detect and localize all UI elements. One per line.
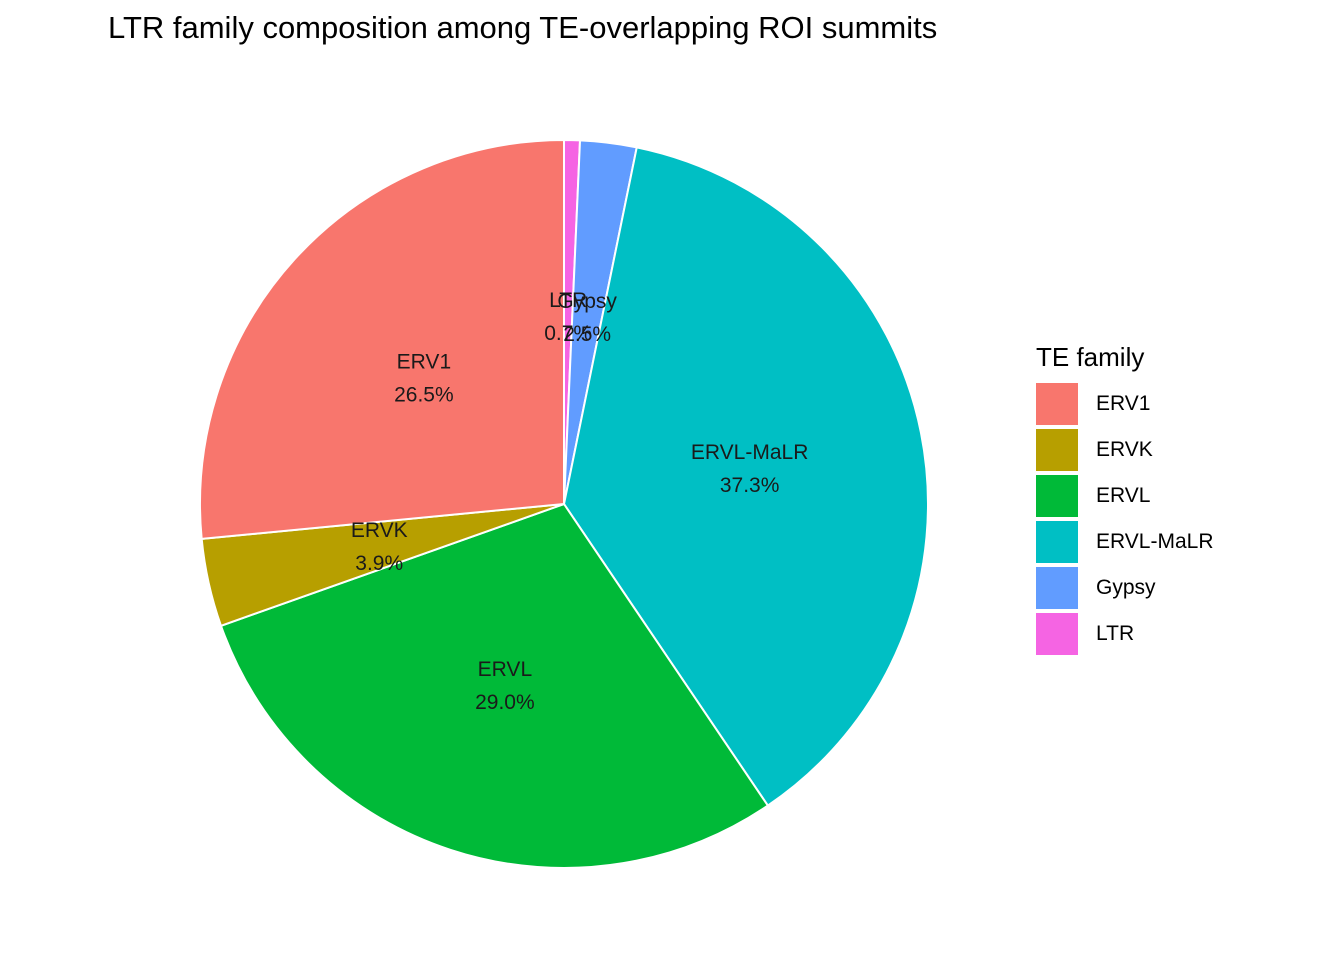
legend-swatch	[1036, 475, 1078, 517]
legend-swatch	[1036, 383, 1078, 425]
slice-label-name: Gypsy	[557, 290, 617, 313]
slice-label-ervk: ERVK 3.9%	[351, 519, 408, 575]
legend-items: ERV1 ERVK ERVL ERVL-MaLR Gypsy LTR	[1036, 381, 1214, 657]
legend-label: Gypsy	[1096, 576, 1156, 599]
pie-slice-ervl-malr	[562, 146, 929, 807]
slice-label-percent: 2.5%	[563, 323, 611, 346]
slice-label-ervl: ERVL 29.0%	[475, 658, 535, 714]
slice-label-percent: 29.0%	[475, 691, 535, 714]
legend-item-ervl-malr: ERVL-MaLR	[1036, 519, 1214, 565]
slice-label-name: ERVK	[351, 519, 408, 542]
slice-label-name: ERVL-MaLR	[691, 441, 809, 464]
slice-label-name: ERVL	[478, 658, 532, 681]
pie-labels: LTR 0.7%Gypsy 2.5%ERVL-MaLR 37.3%ERVL 29.0%E…	[351, 289, 809, 714]
legend-swatch	[1036, 429, 1078, 471]
slice-label-percent: 26.5%	[394, 384, 454, 407]
legend-title: TE family	[1036, 342, 1145, 372]
slice-label-name: ERV1	[397, 351, 451, 374]
legend-item-ervl: ERVL	[1036, 473, 1214, 519]
chart-title: LTR family composition among TE-overlapp…	[108, 10, 938, 45]
legend-swatch	[1036, 613, 1078, 655]
slice-label-name: LTR	[549, 289, 587, 312]
slice-label-ervl-malr: ERVL-MaLR 37.3%	[691, 441, 809, 497]
legend-label: ERVL-MaLR	[1096, 530, 1214, 553]
slice-label-erv1: ERV1 26.5%	[394, 351, 454, 407]
legend-label: ERV1	[1096, 392, 1151, 415]
legend-item-ervk: ERVK	[1036, 427, 1214, 473]
legend-item-ltr: LTR	[1036, 611, 1214, 657]
legend-label: LTR	[1096, 622, 1135, 645]
legend-item-gypsy: Gypsy	[1036, 565, 1214, 611]
legend-label: ERVL	[1096, 484, 1151, 507]
legend: TE family ERV1 ERVK ERVL ERVL-MaLR Gypsy LTR	[1036, 342, 1214, 657]
legend-item-erv1: ERV1	[1036, 381, 1214, 427]
pie-slice-erv1	[199, 138, 565, 540]
slice-label-percent: 0.7%	[544, 322, 592, 345]
slice-label-gypsy: Gypsy 2.5%	[557, 290, 617, 346]
pie-slice-ervl	[219, 502, 770, 869]
legend-swatch	[1036, 567, 1078, 609]
slice-label-percent: 3.9%	[355, 552, 403, 575]
pie-slices	[199, 138, 929, 869]
slice-label-percent: 37.3%	[720, 474, 780, 497]
slice-label-ltr: LTR 0.7%	[544, 289, 592, 345]
legend-label: ERVK	[1096, 438, 1153, 461]
legend-swatch	[1036, 521, 1078, 563]
